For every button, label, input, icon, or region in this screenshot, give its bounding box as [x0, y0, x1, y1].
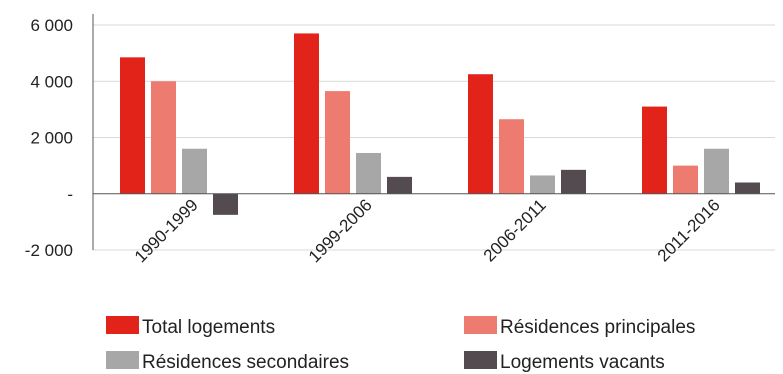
y-tick-label: 2 000	[30, 129, 73, 148]
bar	[120, 57, 145, 194]
legend-label: Total logements	[142, 317, 275, 338]
bar	[294, 33, 319, 194]
bar	[325, 91, 350, 194]
legend-swatch	[464, 351, 497, 369]
x-tick-label: 1999-2006	[305, 195, 376, 266]
x-tick-label: 1990-1999	[131, 195, 202, 266]
bar	[151, 81, 176, 194]
x-tick-label: 2011-2016	[654, 195, 724, 265]
legend-swatch	[106, 316, 139, 334]
bar-series	[120, 33, 760, 215]
bar	[561, 169, 586, 194]
bar	[704, 148, 729, 194]
legend: Total logements Résidences principales Rés…	[106, 316, 695, 373]
legend-label: Résidences secondaires	[142, 352, 349, 373]
y-tick-label: -	[67, 185, 73, 204]
bar	[642, 106, 667, 194]
gridlines	[93, 24, 775, 251]
bar	[356, 152, 381, 194]
y-tick-label: 6 000	[30, 16, 73, 35]
legend-swatch	[464, 316, 497, 334]
bar	[499, 119, 524, 194]
legend-label: Logements vacants	[500, 352, 665, 373]
y-tick-label: 4 000	[30, 72, 73, 91]
y-tick-label: -2 000	[25, 241, 73, 260]
bar	[468, 74, 493, 194]
bar	[182, 148, 207, 194]
bar	[735, 182, 760, 194]
legend-swatch	[106, 351, 139, 369]
legend-label: Résidences principales	[500, 317, 695, 338]
bar	[673, 165, 698, 194]
x-tick-label: 2006-2011	[480, 195, 550, 265]
bar	[530, 175, 555, 194]
bar	[213, 193, 238, 215]
bar	[387, 176, 412, 194]
